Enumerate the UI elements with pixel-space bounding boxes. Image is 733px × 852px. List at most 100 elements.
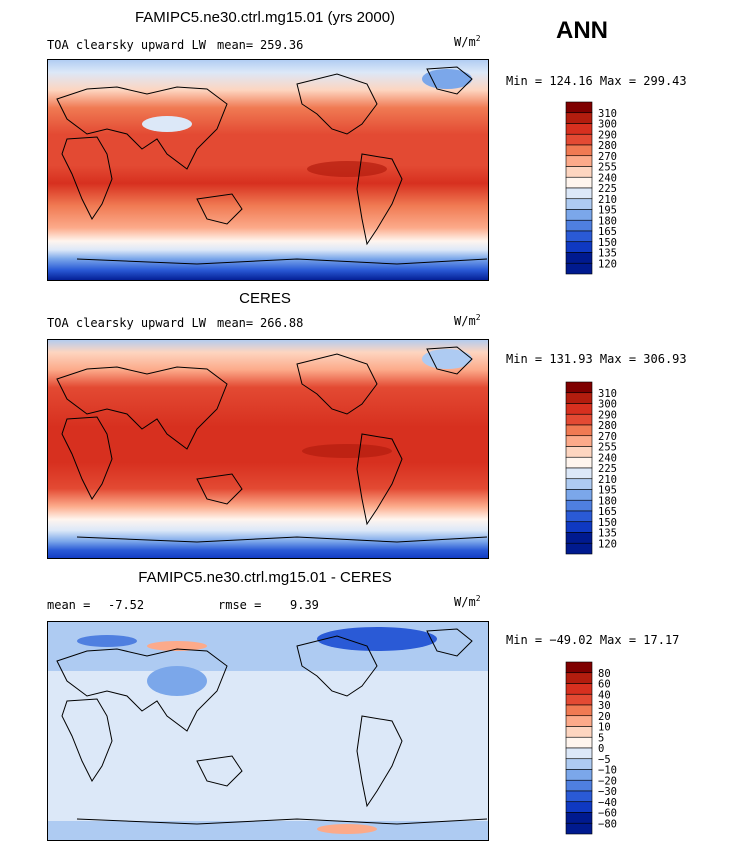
colorbar-tick-label: 80	[598, 668, 611, 680]
panel-2-units: W/m2	[454, 313, 481, 328]
colorbar-swatch	[565, 435, 593, 447]
colorbar-tick-label: 280	[598, 420, 617, 432]
panel-3-units: W/m2	[454, 594, 481, 609]
colorbar-swatch	[565, 219, 593, 232]
colorbar-swatch	[565, 424, 593, 437]
colorbar-tick-label: 225	[598, 183, 617, 195]
colorbar-tick-label: 280	[598, 140, 617, 152]
panel-1-field	[47, 59, 489, 281]
colorbar-tick-label: 150	[598, 237, 617, 249]
panel-1-mean-label: mean=	[217, 38, 254, 52]
panel-1-frame	[47, 59, 489, 281]
colorbar-tick-label: −10	[598, 765, 617, 777]
colorbar-tick-label: 270	[598, 151, 617, 163]
panel-2-title: CERES	[239, 290, 291, 307]
colorbar-tick-label: 150	[598, 517, 617, 529]
panel-3-mean-value: -7.52	[108, 598, 145, 612]
colorbar-swatch	[565, 726, 593, 738]
colorbar-swatch	[565, 790, 593, 803]
colorbar-tick-label: 0	[598, 743, 604, 755]
panel-2-minmax: Min = 131.93 Max = 306.93	[506, 352, 687, 366]
colorbar-tick-label: −60	[598, 808, 617, 820]
colorbar-tick-label: 40	[598, 689, 611, 701]
colorbar-swatch	[565, 112, 593, 124]
colorbar-swatch	[565, 198, 593, 210]
colorbar-tick-label: 255	[598, 442, 617, 454]
colorbar-swatch	[565, 187, 593, 200]
colorbar-swatch	[565, 403, 593, 415]
colorbar-swatch	[565, 801, 593, 813]
panel-1-minmax: Min = 124.16 Max = 299.43	[506, 74, 687, 88]
colorbar-swatch	[565, 252, 593, 264]
colorbar-tick-label: 30	[598, 700, 611, 712]
colorbar-swatch	[565, 499, 593, 512]
season-label: ANN	[556, 17, 608, 44]
colorbar-swatch	[565, 510, 593, 523]
panel-2-mean-label: mean=	[217, 316, 254, 330]
panel-3-rmse-label: rmse =	[218, 598, 262, 612]
colorbar-tick-label: 180	[598, 495, 617, 507]
colorbar-tick-label: 300	[598, 399, 617, 411]
panel-3-ocean-band	[47, 671, 489, 821]
colorbar-swatch	[565, 101, 593, 114]
colorbar-swatch	[565, 176, 593, 189]
panel-1-title: FAMIPC5.ne30.ctrl.mg15.01 (yrs 2000)	[134, 9, 396, 26]
colorbar-tick-label: 210	[598, 194, 617, 206]
colorbar-swatch	[565, 715, 593, 727]
colorbar-tick-label: 135	[598, 528, 617, 540]
colorbar-tick-label: 60	[598, 679, 611, 691]
colorbar-tick-label: 5	[598, 732, 604, 744]
colorbar-tick-label: 120	[598, 258, 617, 270]
colorbar-tick-label: 310	[598, 388, 617, 400]
colorbar-tick-label: 310	[598, 108, 617, 120]
colorbar-swatch	[565, 812, 593, 824]
colorbar-swatch	[565, 123, 593, 135]
panel-3-map	[47, 621, 489, 841]
colorbar-tick-label: 240	[598, 172, 617, 184]
panel-2-colorbar: 3103002902802702552402252101951801651501…	[565, 381, 617, 555]
panel-3-coastlines	[56, 628, 488, 825]
colorbar-swatch	[565, 704, 593, 717]
colorbar-tick-label: 10	[598, 722, 611, 734]
colorbar-swatch	[565, 693, 593, 706]
panel-2-map	[47, 339, 489, 559]
panel-3-frame	[47, 621, 489, 841]
panel-2-coastlines	[56, 346, 488, 543]
panel-3-siberia-bias	[77, 635, 137, 647]
colorbar-swatch	[565, 683, 593, 695]
panel-2-field	[47, 339, 489, 559]
colorbar-tick-label: 255	[598, 162, 617, 174]
colorbar-tick-label: 135	[598, 248, 617, 260]
colorbar-tick-label: 165	[598, 506, 617, 518]
colorbar-swatch	[565, 166, 593, 178]
colorbar-tick-label: 180	[598, 215, 617, 227]
colorbar-swatch	[565, 446, 593, 458]
colorbar-swatch	[565, 155, 593, 167]
panel-3-mean-label: mean =	[47, 598, 91, 612]
colorbar-swatch	[565, 456, 593, 469]
colorbar-tick-label: −80	[598, 818, 617, 830]
colorbar-tick-label: 195	[598, 485, 617, 497]
colorbar-tick-label: 270	[598, 431, 617, 443]
colorbar-tick-label: 300	[598, 119, 617, 131]
colorbar-tick-label: 290	[598, 409, 617, 421]
panel-1-coastlines	[56, 66, 488, 265]
colorbar-tick-label: 210	[598, 474, 617, 486]
colorbar-swatch	[565, 209, 593, 221]
panel-1-map	[47, 59, 489, 281]
colorbar-swatch	[565, 230, 593, 243]
panel-2-variable-label: TOA clearsky upward LW	[47, 316, 206, 330]
panel-2-frame	[47, 339, 489, 559]
colorbar-tick-label: −30	[598, 786, 617, 798]
colorbar-swatch	[565, 144, 593, 157]
colorbar-tick-label: −20	[598, 775, 617, 787]
colorbar-tick-label: 195	[598, 205, 617, 217]
panel-3-asia-bias	[147, 666, 207, 696]
colorbar-swatch	[565, 747, 593, 760]
colorbar-swatch	[565, 532, 593, 544]
panel-1-tibet-low	[142, 116, 192, 132]
colorbar-swatch	[565, 779, 593, 792]
colorbar-swatch	[565, 489, 593, 501]
panel-3-antarctic-warm	[317, 824, 377, 834]
panel-3-minmax: Min = −49.02 Max = 17.17	[506, 633, 680, 647]
